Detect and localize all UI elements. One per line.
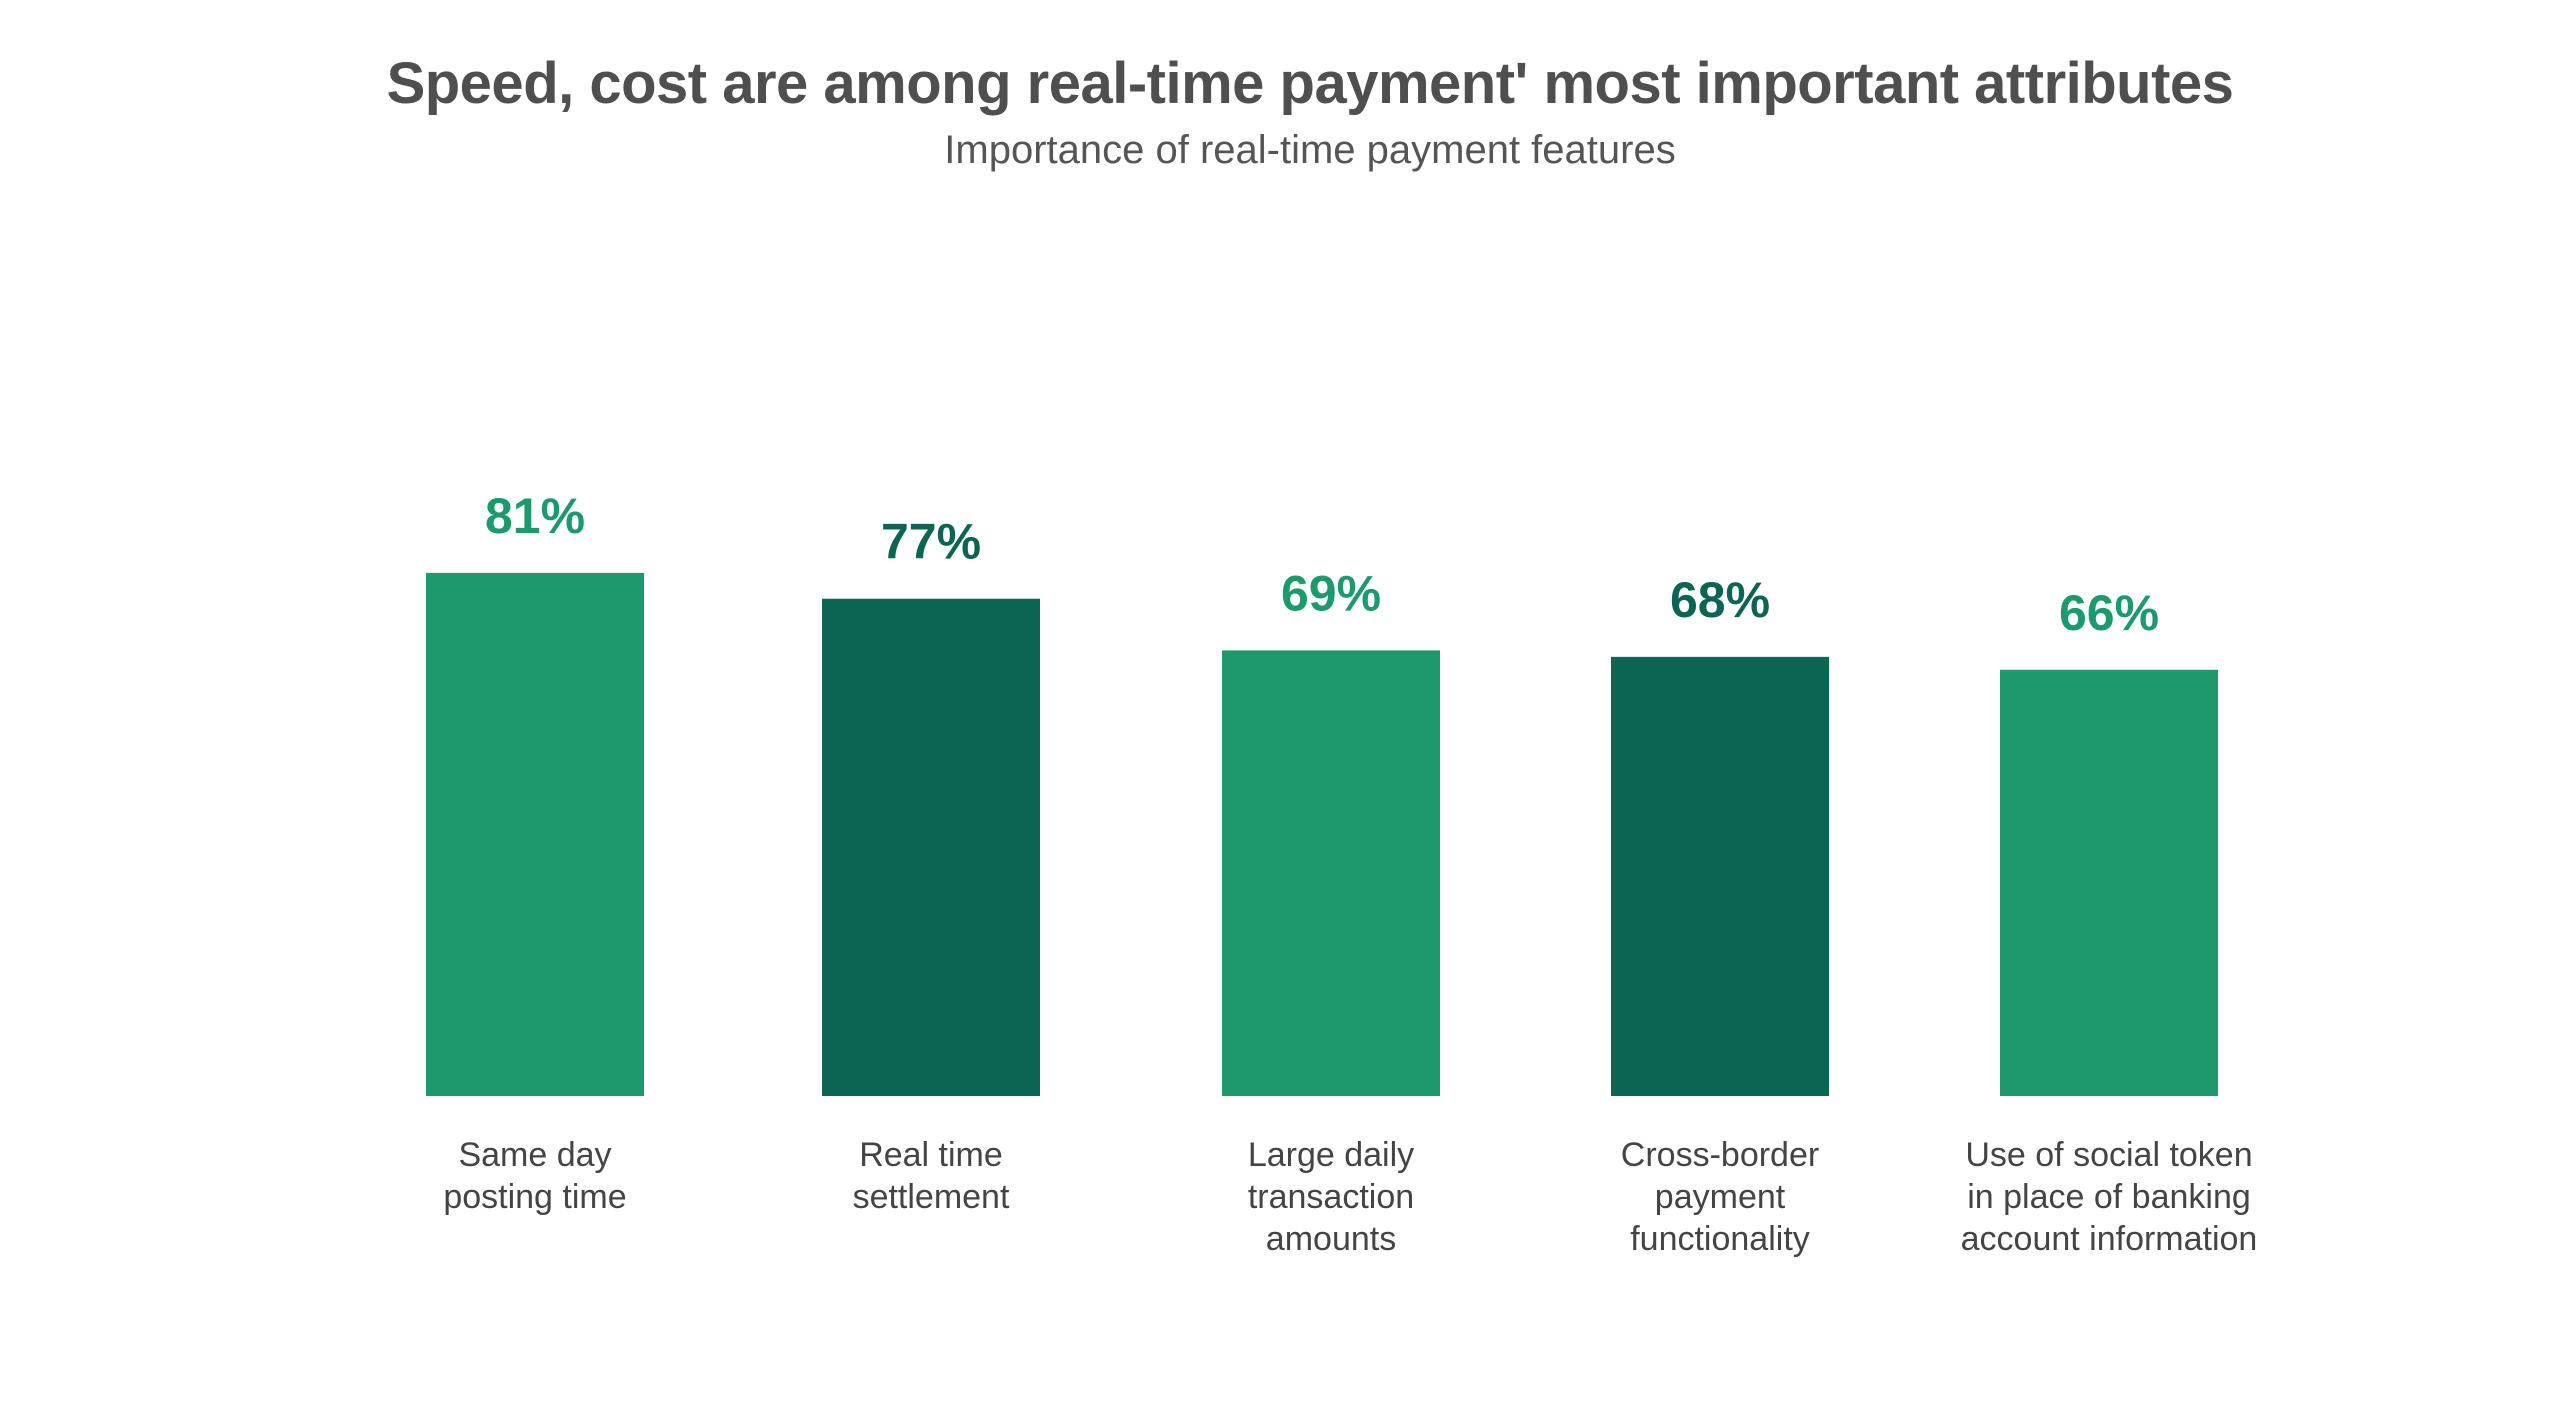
category-label-1: Same day posting time [335, 1134, 735, 1218]
category-label-line: Real time [859, 1136, 1003, 1174]
category-label-4: Cross-border payment functionality [1520, 1134, 1920, 1260]
category-label-3: Large daily transaction amounts [1131, 1134, 1531, 1260]
chart-title: Speed, cost are among real-time payment'… [386, 51, 2234, 116]
category-label-line: posting time [443, 1178, 627, 1216]
category-label-line: account information [1960, 1220, 2258, 1258]
bar-2 [822, 598, 1040, 1096]
bar-3 [1222, 650, 1440, 1096]
category-label-line: transaction [1247, 1178, 1415, 1216]
bar-5 [2000, 669, 2218, 1096]
category-label-line: Large daily [1247, 1136, 1415, 1174]
bar-1 [426, 572, 644, 1096]
category-label-line: Cross-border [1620, 1136, 1820, 1174]
category-label-line: functionality [1630, 1220, 1810, 1258]
category-label-line: in place of banking [1967, 1178, 2251, 1216]
category-label-line: settlement [852, 1178, 1010, 1216]
category-label-5: Use of social token in place of banking ac… [1909, 1134, 2309, 1260]
value-label-2: 77% [881, 514, 981, 570]
category-label-2: Real time settlement [731, 1134, 1131, 1218]
category-label-line: payment [1654, 1178, 1786, 1216]
category-label-line: Use of social token [1965, 1136, 2253, 1174]
bar-4 [1611, 656, 1829, 1096]
value-label-5: 66% [2059, 585, 2159, 641]
category-label-line: Same day [458, 1136, 612, 1174]
chart-subtitle: Importance of real-time payment features [944, 128, 1676, 172]
value-label-3: 69% [1281, 565, 1381, 621]
value-label-1: 81% [485, 488, 585, 544]
value-label-4: 68% [1670, 572, 1770, 628]
category-label-line: amounts [1265, 1220, 1397, 1258]
